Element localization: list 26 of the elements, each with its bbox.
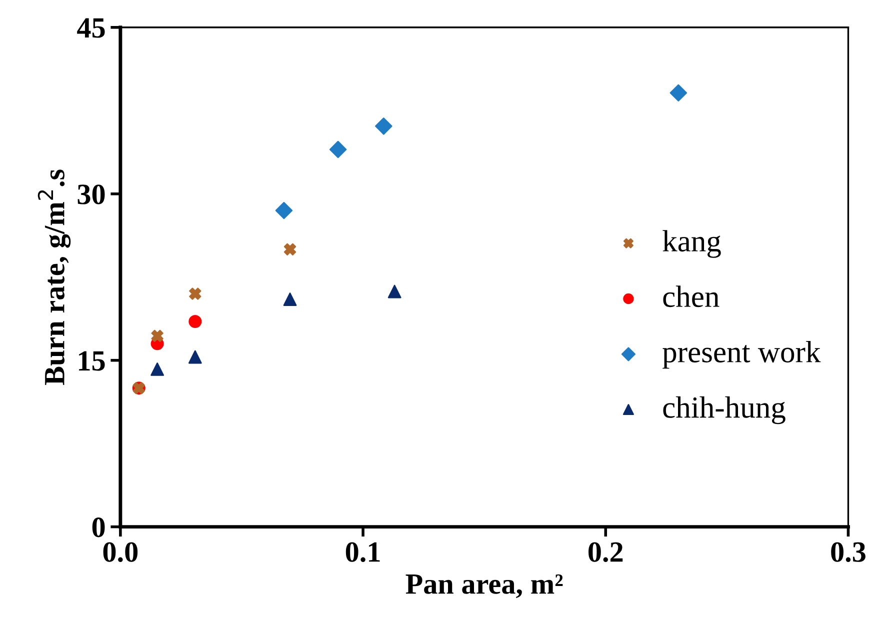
point bbox=[150, 362, 164, 376]
x-axis-title: Pan area, m² bbox=[406, 574, 563, 598]
point bbox=[283, 292, 297, 306]
legend-label: chih-hung bbox=[663, 396, 786, 424]
point bbox=[275, 202, 293, 220]
point bbox=[329, 140, 347, 158]
x-tick-label: 0.3 bbox=[831, 542, 866, 562]
point bbox=[284, 243, 296, 256]
y-tick-label: 15 bbox=[79, 351, 105, 371]
x-tick-label: 0.0 bbox=[103, 542, 138, 562]
point bbox=[388, 284, 402, 298]
point bbox=[188, 350, 202, 364]
x-tick-label: 0.1 bbox=[346, 542, 380, 562]
point bbox=[189, 288, 202, 300]
y-tick-label: 30 bbox=[78, 184, 105, 204]
y-tick-label: 45 bbox=[77, 18, 105, 38]
point bbox=[375, 118, 392, 135]
point bbox=[188, 314, 202, 328]
y-tick-label: 0 bbox=[92, 518, 105, 538]
legend-label: kang bbox=[662, 230, 721, 258]
point bbox=[670, 84, 688, 102]
point bbox=[151, 330, 164, 342]
x-tick-label: 0.2 bbox=[588, 542, 623, 562]
y-axis-title: Burn rate, g/m$^{2}$.s bbox=[38, 170, 71, 385]
legend-label: present work bbox=[662, 340, 821, 369]
legend-label: chen bbox=[663, 286, 720, 308]
